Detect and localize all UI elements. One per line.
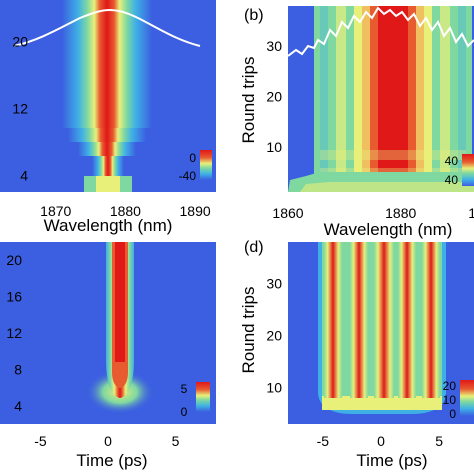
y-tick-label: 8 [14, 361, 22, 377]
y-tick-label: 20 [266, 328, 282, 344]
panel-a-colorbar-tick: -40 [179, 169, 197, 183]
panel-d-colorbar-tick: 0 [449, 407, 456, 421]
panel-b-label: (b) [244, 7, 264, 24]
panel-c-pulse-map [86, 242, 154, 414]
panel-a-spectrum-map [62, 0, 152, 192]
panel-d-pulse-map [318, 242, 446, 414]
x-tick-label: 5 [435, 433, 443, 449]
y-tick-label: 16 [6, 289, 22, 305]
y-tick-label: 4 [14, 398, 22, 414]
x-tick-label: 1 [468, 205, 474, 221]
panel-d-stripe [324, 242, 342, 398]
panel-b-spectrum-line [288, 6, 474, 57]
panel-c-xlabel: Time (ps) [76, 451, 147, 470]
panel-a-spectrum-line [13, 8, 201, 47]
panel-d-colorbar: 20 10 0 [443, 379, 474, 421]
x-tick-label: -5 [317, 433, 330, 449]
x-tick-label: 1860 [272, 205, 303, 221]
x-tick-label: 1880 [110, 203, 141, 219]
panel-b-xlabel: Wavelength (nm) [324, 220, 453, 239]
panel-d-stripe [374, 242, 394, 398]
y-tick-label: 30 [266, 38, 282, 54]
panel-d-xlabel: Time (ps) [356, 451, 427, 470]
panel-b: 40 40 10 20 30 1860 1880 1 Round trips Wavel… [239, 6, 474, 239]
x-tick-label: 1890 [180, 203, 211, 219]
y-tick-label: 12 [6, 325, 22, 341]
y-tick-label: 10 [266, 380, 282, 396]
y-tick-label: 4 [20, 167, 28, 183]
y-tick-label: 20 [266, 88, 282, 104]
panel-d-stripe [350, 242, 368, 398]
x-tick-label: 5 [172, 433, 180, 449]
x-tick-label: 0 [104, 433, 112, 449]
panel-c-colorbar: 5 0 [181, 382, 210, 419]
panel-b-colorbar-tick: 40 [445, 154, 459, 168]
panel-d-colorbar-tick: 10 [443, 393, 457, 407]
panel-c-colorbar-tick: 0 [181, 405, 188, 419]
panel-d-colorbar-tick: 20 [443, 379, 457, 393]
panel-b-colorbar-tick: 40 [445, 173, 459, 187]
panel-a: 0 -40 4 12 20 1870 1880 1890 Wavelength (nm) [0, 0, 216, 235]
panel-b-spectrum-map [288, 6, 474, 192]
panel-a-colorbar: 0 -40 [179, 150, 212, 183]
panel-d-ylabel: Round trips [239, 287, 258, 374]
x-tick-label: 0 [377, 433, 385, 449]
y-tick-label: 30 [266, 276, 282, 292]
y-tick-label: 20 [12, 34, 28, 50]
x-tick-label: 1880 [385, 205, 416, 221]
panel-b-ylabel: Round trips [239, 57, 258, 144]
panel-a-xlabel: Wavelength (nm) [44, 216, 173, 235]
panel-b-colorbar: 40 40 [445, 154, 474, 187]
y-tick-label: 12 [12, 101, 28, 117]
panel-d-stripe [398, 242, 416, 398]
panel-d-label: (d) [244, 239, 264, 256]
y-tick-label: 20 [6, 252, 22, 268]
panel-a-colorbar-tick: 0 [189, 151, 196, 165]
y-tick-label: 10 [266, 139, 282, 155]
panel-d-stripe [422, 242, 440, 398]
x-tick-label: -5 [34, 433, 47, 449]
x-tick-label: 1870 [40, 203, 71, 219]
panel-c-colorbar-tick: 5 [181, 382, 188, 396]
